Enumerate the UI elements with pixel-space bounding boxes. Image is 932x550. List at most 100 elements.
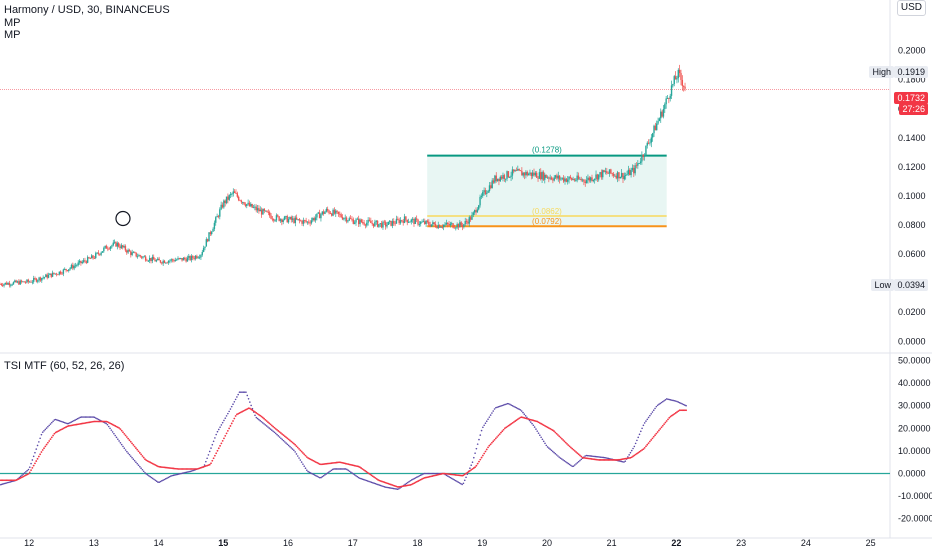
price-tick-label: 0.0000 <box>898 336 926 346</box>
candle-body <box>126 250 128 253</box>
candle-body <box>580 178 582 181</box>
tsi-signal-point <box>30 469 32 472</box>
tsi-line-point <box>21 474 23 477</box>
candle-body <box>579 178 581 180</box>
candle-body <box>417 219 419 225</box>
candle-body <box>119 246 121 249</box>
tsi-line-point <box>650 413 652 415</box>
tsi-line-point <box>4 482 6 485</box>
tsi-line-point <box>190 470 193 472</box>
tsi-line-point <box>246 394 249 397</box>
tsi-signal-point <box>672 413 675 416</box>
candle-body <box>449 223 452 226</box>
tsi-signal-point <box>276 428 278 431</box>
candle-body <box>211 231 213 235</box>
tsi-signal-point <box>396 485 399 488</box>
tsi-line-point <box>496 406 498 409</box>
tsi-line-point <box>562 459 564 461</box>
candle-body <box>645 145 647 156</box>
tsi-line-point <box>532 424 535 427</box>
candle-body <box>45 274 47 278</box>
tsi-line-point <box>264 424 267 426</box>
candle-body <box>95 253 97 259</box>
tsi-signal-point <box>94 420 97 423</box>
tsi-line-point <box>649 414 651 417</box>
tsi-line-point <box>432 472 435 475</box>
candle-body <box>581 179 584 181</box>
tsi-line-point <box>633 445 636 448</box>
candle-body <box>637 163 639 166</box>
candle-body <box>336 210 338 212</box>
candle-body <box>403 216 406 223</box>
tsi-indicator-label: TSI MTF (60, 52, 26, 26) <box>4 360 125 372</box>
tsi-signal-point <box>250 408 253 411</box>
tsi-line-point <box>463 479 466 482</box>
candle-body <box>418 223 421 225</box>
candle-body <box>258 208 260 212</box>
tsi-signal-point <box>212 457 215 460</box>
tsi-signal-point <box>255 412 258 414</box>
currency-scale-button[interactable]: USD <box>896 0 926 16</box>
candle-body <box>120 245 123 249</box>
tsi-signal-point <box>564 441 567 444</box>
tsi-line-point <box>638 433 641 436</box>
tsi-line-point <box>540 436 542 439</box>
tsi-line-point <box>225 415 228 417</box>
tsi-line-point <box>1 483 4 485</box>
candle-body <box>69 267 71 270</box>
candle-body <box>115 241 117 247</box>
candle-body <box>283 216 286 220</box>
candle-body <box>414 218 417 224</box>
tsi-line-point <box>269 428 272 430</box>
candle-body <box>472 212 475 215</box>
tsi-line-point <box>425 472 427 475</box>
tsi-line-point <box>498 405 501 408</box>
tsi-signal-point <box>645 445 647 448</box>
candle-body <box>666 98 669 99</box>
candle-body <box>402 220 404 223</box>
candle-body <box>49 273 51 275</box>
tsi-line-point <box>669 399 672 401</box>
tsi-line-point <box>482 426 484 429</box>
tsi-line-point <box>54 418 57 421</box>
candle-body <box>124 246 127 251</box>
tsi-signal-point <box>40 451 43 453</box>
tsi-tick-label: 20.0000 <box>898 423 931 433</box>
candle-body <box>545 174 547 178</box>
tsi-signal-point <box>648 440 651 443</box>
candle-body <box>602 170 604 178</box>
tsi-line-point <box>267 426 269 428</box>
tsi-line-point <box>567 462 570 465</box>
tsi-signal-point <box>654 434 656 437</box>
tsi-line-point <box>489 414 492 416</box>
tsi-signal-point <box>128 439 131 442</box>
candle-body <box>575 180 577 182</box>
tsi-line-point <box>127 452 129 454</box>
tsi-line-point <box>388 487 391 489</box>
candle-body <box>376 220 379 227</box>
tsi-line-point <box>541 438 544 441</box>
tsi-line-point <box>642 424 645 427</box>
candle-body <box>589 177 592 181</box>
candle-body <box>509 177 511 178</box>
tsi-signal-point <box>505 426 508 429</box>
tsi-line-point <box>377 483 379 486</box>
tsi-line-point <box>28 466 31 468</box>
candle-body <box>630 170 632 176</box>
candle-body <box>399 220 402 224</box>
tsi-signal-point <box>338 461 341 464</box>
candle-body <box>1 284 4 286</box>
candle-body <box>394 223 396 225</box>
candle-body <box>20 280 23 282</box>
tsi-signal-point <box>133 445 136 448</box>
candle-body <box>332 209 334 216</box>
candle-body <box>266 210 268 213</box>
candle-body <box>147 260 150 262</box>
price-tick-label: 0.1400 <box>898 133 926 143</box>
candle-body <box>127 249 129 253</box>
tsi-line-point <box>44 428 47 431</box>
tsi-signal-point <box>268 422 271 425</box>
tsi-line-point <box>207 454 210 456</box>
tsi-tick-label: 10.0000 <box>898 446 931 456</box>
